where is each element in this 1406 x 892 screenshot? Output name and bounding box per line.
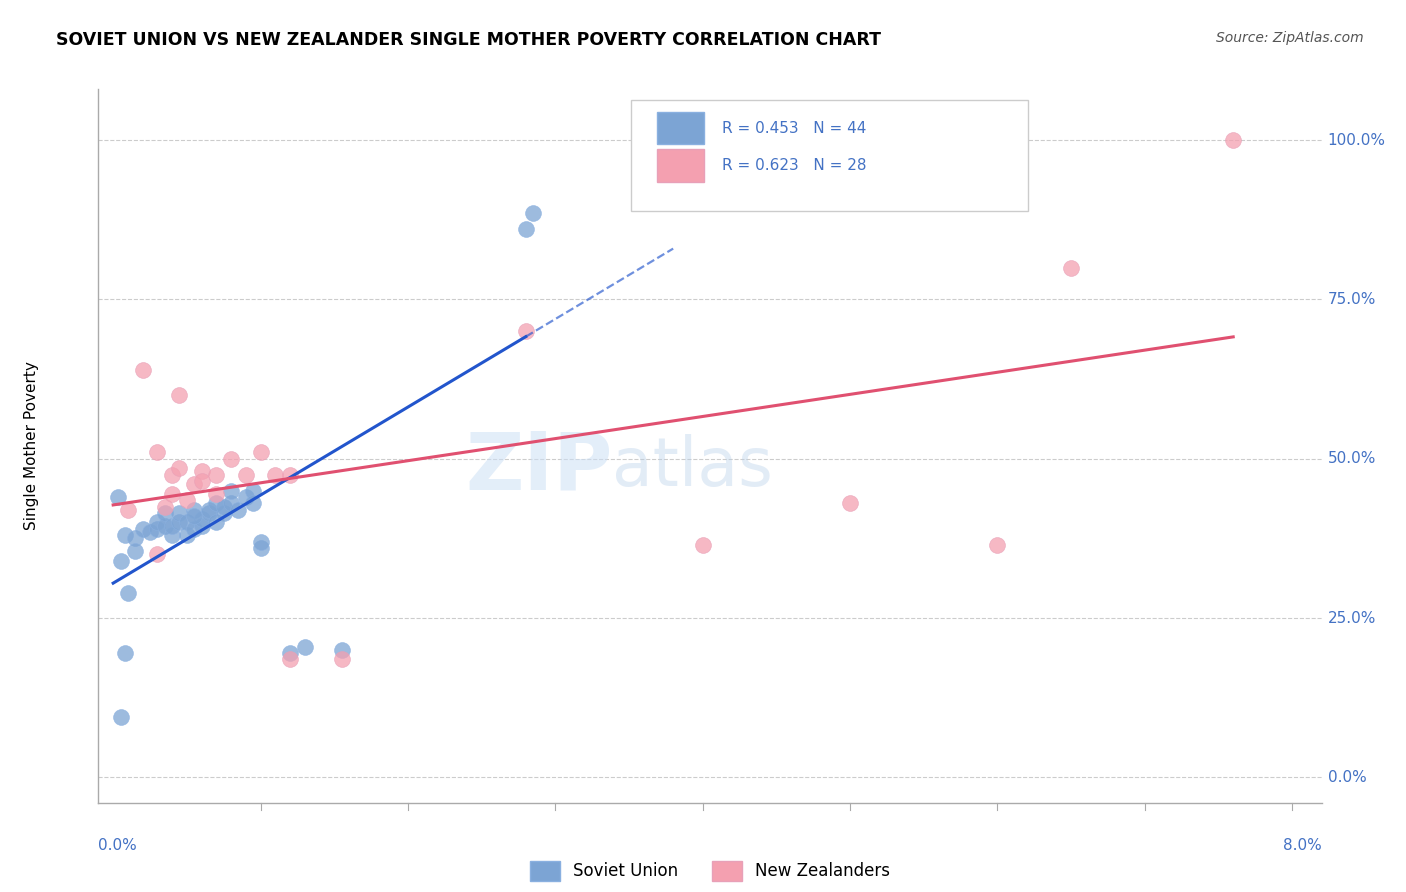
Point	[114, 646, 136, 660]
Point	[219, 496, 242, 510]
Point	[107, 490, 129, 504]
Text: 0.0%: 0.0%	[1327, 770, 1367, 785]
Text: Single Mother Poverty: Single Mother Poverty	[24, 361, 38, 531]
Text: 0.0%: 0.0%	[98, 838, 138, 854]
Point	[160, 487, 183, 501]
Point	[153, 518, 176, 533]
Point	[110, 554, 132, 568]
Point	[839, 496, 862, 510]
Point	[264, 467, 287, 482]
Point	[212, 506, 235, 520]
Point	[198, 506, 221, 520]
Point	[176, 528, 198, 542]
Text: ZIP: ZIP	[465, 428, 612, 507]
Point	[330, 643, 353, 657]
Point	[176, 516, 198, 530]
Point	[219, 483, 242, 498]
Text: R = 0.453   N = 44: R = 0.453 N = 44	[723, 121, 866, 136]
Point	[160, 528, 183, 542]
Point	[183, 477, 205, 491]
Text: Source: ZipAtlas.com: Source: ZipAtlas.com	[1216, 31, 1364, 45]
Point	[146, 547, 169, 561]
Point	[198, 502, 221, 516]
FancyBboxPatch shape	[658, 112, 704, 145]
Point	[169, 516, 191, 530]
Point	[139, 524, 162, 539]
Legend: Soviet Union, New Zealanders: Soviet Union, New Zealanders	[523, 855, 897, 888]
Point	[228, 502, 250, 516]
Point	[522, 206, 544, 220]
FancyBboxPatch shape	[658, 150, 704, 182]
Point	[278, 646, 301, 660]
Point	[1060, 260, 1083, 275]
Point	[205, 467, 228, 482]
Point	[235, 467, 257, 482]
Point	[205, 496, 228, 510]
Point	[183, 509, 205, 524]
Point	[242, 483, 264, 498]
Point	[249, 534, 271, 549]
Point	[278, 652, 301, 666]
Point	[205, 516, 228, 530]
Point	[169, 388, 191, 402]
Point	[235, 490, 257, 504]
Text: 50.0%: 50.0%	[1327, 451, 1376, 467]
Point	[131, 362, 153, 376]
Text: 8.0%: 8.0%	[1282, 838, 1322, 854]
Point	[692, 538, 714, 552]
Point	[190, 465, 212, 479]
Point	[146, 516, 169, 530]
Point	[986, 538, 1008, 552]
Point	[190, 512, 212, 526]
FancyBboxPatch shape	[630, 100, 1028, 211]
Text: R = 0.623   N = 28: R = 0.623 N = 28	[723, 158, 866, 173]
Point	[205, 487, 228, 501]
Point	[117, 502, 139, 516]
Point	[515, 324, 537, 338]
Point	[1222, 133, 1244, 147]
Point	[190, 474, 212, 488]
Point	[176, 493, 198, 508]
Text: atlas: atlas	[612, 434, 773, 500]
Point	[249, 541, 271, 555]
Point	[114, 528, 136, 542]
Point	[294, 640, 316, 654]
Text: SOVIET UNION VS NEW ZEALANDER SINGLE MOTHER POVERTY CORRELATION CHART: SOVIET UNION VS NEW ZEALANDER SINGLE MOT…	[56, 31, 882, 49]
Point	[160, 467, 183, 482]
Point	[330, 652, 353, 666]
Point	[183, 502, 205, 516]
Point	[117, 585, 139, 599]
Point	[124, 532, 146, 546]
Point	[190, 518, 212, 533]
Point	[242, 496, 264, 510]
Text: 75.0%: 75.0%	[1327, 292, 1376, 307]
Text: 100.0%: 100.0%	[1327, 133, 1386, 148]
Point	[249, 445, 271, 459]
Point	[131, 522, 153, 536]
Point	[110, 710, 132, 724]
Point	[124, 544, 146, 558]
Point	[169, 506, 191, 520]
Point	[212, 500, 235, 514]
Point	[219, 451, 242, 466]
Point	[169, 461, 191, 475]
Point	[153, 506, 176, 520]
Point	[153, 500, 176, 514]
Text: 25.0%: 25.0%	[1327, 610, 1376, 625]
Point	[183, 522, 205, 536]
Point	[278, 467, 301, 482]
Point	[146, 522, 169, 536]
Point	[515, 222, 537, 236]
Point	[160, 518, 183, 533]
Point	[146, 445, 169, 459]
